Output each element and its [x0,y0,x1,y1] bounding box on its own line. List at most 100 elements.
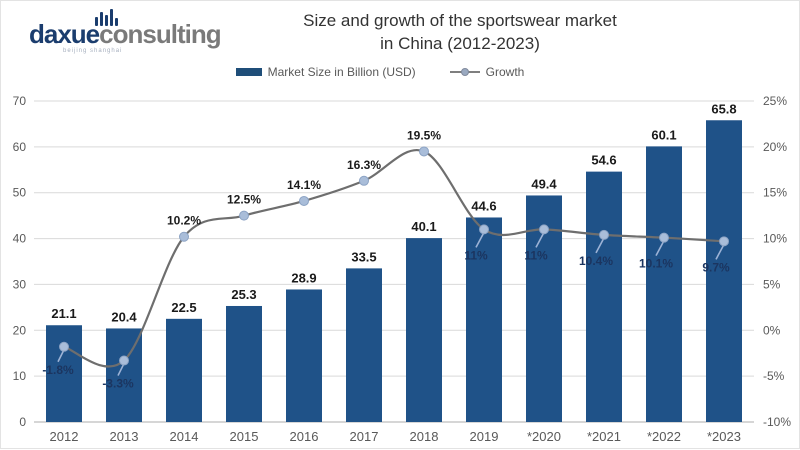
bar-2018 [406,238,442,422]
bar-value-label-*2022: 60.1 [651,127,676,142]
left-axis-tick-0: 0 [19,415,26,429]
legend-growth-label: Growth [485,65,525,79]
chart-title: Size and growth of the sportswear market… [181,9,739,55]
growth-label-*2021: 10.4% [579,254,613,268]
right-axis-tick-15: 15% [763,186,787,200]
x-axis-label-*2020: *2020 [527,429,561,444]
growth-line-swatch [449,68,480,76]
growth-label-2016: 14.1% [287,178,321,192]
growth-marker-2015 [239,210,249,221]
growth-callout-2013 [117,363,125,376]
x-axis-label-2012: 2012 [50,429,79,444]
left-axis-tick-70: 70 [13,94,27,108]
growth-label-2015: 12.5% [227,193,261,207]
bar-value-label-2013: 20.4 [111,309,137,324]
x-axis-label-*2021: *2021 [587,429,621,444]
growth-marker-*2020 [539,224,549,235]
left-axis-tick-30: 30 [13,277,27,291]
bar-*2021 [586,171,622,422]
legend-item-growth: Growth [449,65,525,79]
growth-label-*2022: 10.1% [639,257,673,271]
growth-marker-2016 [299,195,309,206]
market-size-swatch [235,68,262,76]
logo-part-daxue: daxue [29,19,100,49]
growth-label-*2023: 9.7% [702,260,730,274]
bar-2016 [286,289,322,422]
growth-marker-2018 [419,146,429,157]
bar-2017 [346,268,382,422]
legend-market-size-label: Market Size in Billion (USD) [267,65,416,79]
bar-value-label-2018: 40.1 [411,219,436,234]
bar-value-label-*2021: 54.6 [591,153,616,168]
chart-title-line2: in China (2012-2023) [380,34,540,53]
chart-title-line1: Size and growth of the sportswear market [303,11,617,30]
growth-label-2018: 19.5% [407,128,441,142]
bar-value-label-2015: 25.3 [231,287,256,302]
bar-value-label-2017: 33.5 [351,249,376,264]
growth-label-2014: 10.2% [167,214,201,228]
bar-value-label-*2020: 49.4 [531,176,557,191]
growth-callout-2019 [475,232,485,248]
growth-marker-2017 [359,175,369,186]
growth-callout-2012 [57,349,65,363]
growth-callout-*2021 [595,237,605,254]
growth-marker-2012 [59,341,69,352]
growth-label-*2020: 11% [524,248,548,262]
x-axis-label-2014: 2014 [170,429,199,444]
growth-label-2019: 11% [464,248,488,262]
right-axis-tick-20: 20% [763,140,787,154]
x-axis-label-2019: 2019 [470,429,499,444]
left-axis-tick-10: 10 [13,369,27,383]
bar-2015 [226,305,262,422]
x-axis-label-2018: 2018 [410,429,439,444]
bar-2019 [466,217,502,422]
logo-tagline: beijing shanghai [63,48,123,54]
right-axis-tick-0: 0% [763,323,781,337]
left-axis-tick-60: 60 [13,140,27,154]
bar-value-label-2019: 44.6 [471,198,496,213]
left-axis-tick-20: 20 [13,323,27,337]
left-axis-tick-40: 40 [13,232,27,246]
bar-*2022 [646,146,682,423]
growth-marker-2013 [119,355,129,366]
bar-chart-icon [95,8,118,26]
bar-value-label-2012: 21.1 [51,306,76,321]
chart-legend: Market Size in Billion (USD) Growth [1,65,759,79]
x-axis-label-2016: 2016 [290,429,319,444]
growth-label-2017: 16.3% [347,158,381,172]
bar-value-label-2014: 22.5 [171,300,196,315]
logo-part-consulting: consulting [99,19,221,49]
bar-2012 [46,325,82,422]
right-axis-tick--5: -5% [763,369,785,383]
growth-callout-*2023 [715,243,725,260]
x-axis-label-2017: 2017 [350,429,379,444]
growth-callout-*2022 [655,240,665,257]
right-axis-tick-5: 5% [763,277,781,291]
growth-marker-2014 [179,231,189,242]
market-size-growth-chart: 0 10 20 30 40 50 60 70 -10% -5% 0% 5% 10% 15% 20% 25% 21… [13,94,792,444]
growth-label-2013: -3.3% [102,377,134,391]
bar-2014 [166,318,202,422]
x-axis-label-*2022: *2022 [647,429,681,444]
right-axis-tick-25: 25% [763,94,787,108]
growth-line [63,148,725,368]
x-axis-label-2013: 2013 [110,429,139,444]
growth-marker-*2023 [719,236,729,247]
left-axis-tick-50: 50 [13,186,27,200]
bar-value-label-*2023: 65.8 [711,101,736,116]
x-axis-label-2015: 2015 [230,429,259,444]
growth-marker-*2022 [659,232,669,243]
bar-*2023 [706,120,742,422]
right-axis-tick-10: 10% [763,232,787,246]
growth-callout-*2020 [535,232,545,248]
growth-marker-*2021 [599,229,609,240]
bar-value-label-2016: 28.9 [291,270,316,285]
x-axis-label-*2023: *2023 [707,429,741,444]
legend-item-market-size: Market Size in Billion (USD) [235,65,416,79]
growth-label-2012: -1.8% [42,363,74,377]
growth-marker-2019 [479,224,489,235]
logo-text: daxueconsulting [29,19,222,49]
daxue-consulting-logo: daxueconsulting beijing shanghai [29,7,222,59]
right-axis-tick--10: -10% [763,415,791,429]
